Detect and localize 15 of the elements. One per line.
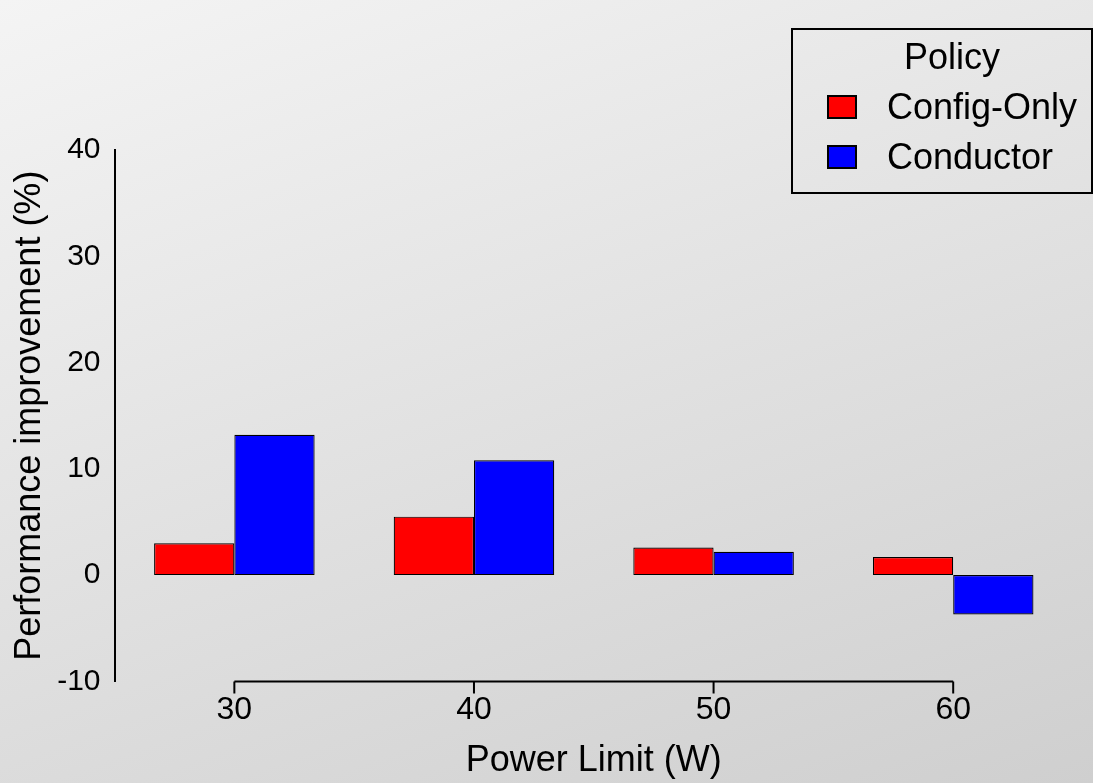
x-tick-label: 60 [935,690,971,727]
legend-label: Config-Only [886,85,1077,129]
legend-title: Policy [902,36,1001,78]
y-tick-label: 0 [83,556,101,590]
x-tick-label: 40 [456,690,492,727]
y-tick-label: 30 [67,237,101,271]
y-tick-label: 20 [67,343,101,377]
x-tick-label: 50 [695,690,732,727]
y-axis-title: Performance improvement (%) [6,170,48,661]
legend-label: Conductor [886,135,1054,179]
y-tick-label: 10 [67,450,101,484]
y-tick-label: 40 [67,131,101,165]
x-axis-title: Power Limit (W) [465,738,722,780]
y-tick-label: -10 [57,662,101,696]
x-tick-label: 30 [216,690,253,727]
